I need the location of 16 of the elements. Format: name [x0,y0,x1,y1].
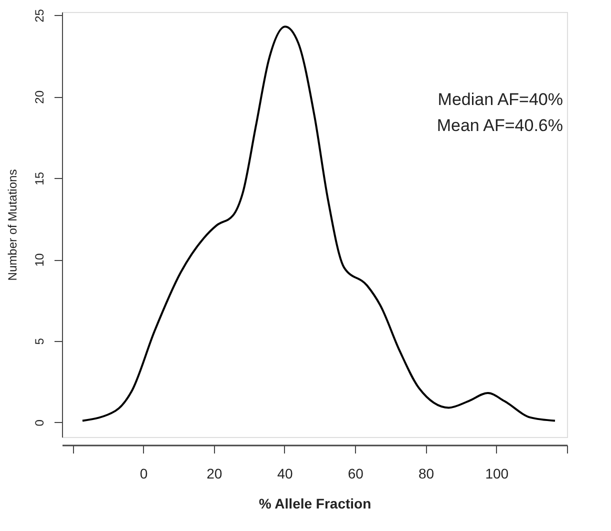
x-tick-label: 40 [277,466,293,482]
x-axis-title: % Allele Fraction [258,496,372,512]
x-tick-label: 0 [140,466,148,482]
y-tick-label: 10 [32,253,46,267]
x-tick-label: 20 [206,466,222,482]
y-tick-label: 20 [32,90,46,104]
x-tick-label: 80 [418,466,434,482]
y-tick-label: 5 [32,338,46,345]
annotation: Median AF=40% [438,90,563,109]
x-tick-label: 100 [485,466,509,482]
y-tick-label: 25 [32,8,46,22]
y-tick-label: 0 [32,419,46,426]
y-axis-title: Number of Mutations [6,169,20,281]
y-tick-label: 15 [32,172,46,186]
x-tick-label: 60 [348,466,364,482]
annotation: Mean AF=40.6% [436,116,563,135]
